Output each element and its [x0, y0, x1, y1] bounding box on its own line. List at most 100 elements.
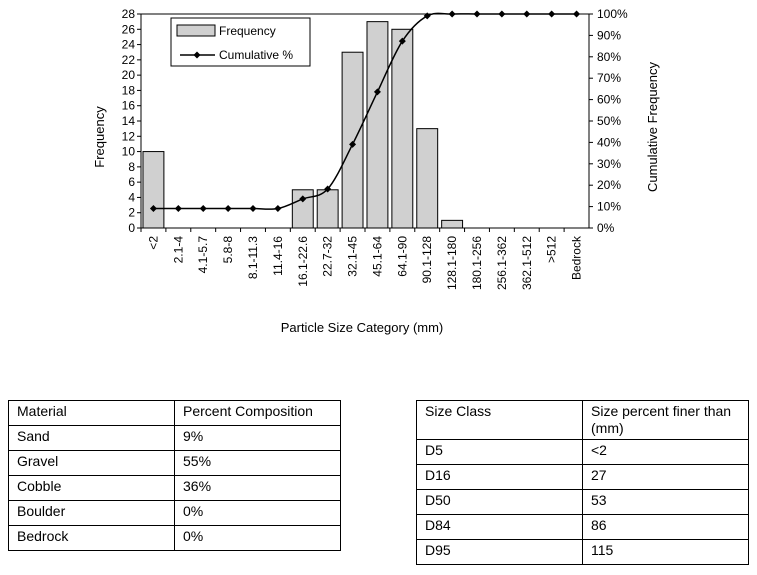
y2-axis-label: Cumulative Frequency [645, 61, 660, 192]
x-tick-label: >512 [545, 236, 559, 263]
table-row: Boulder 0% [8, 500, 341, 526]
table-row: D84 86 [416, 514, 749, 540]
x-tick-label: 11.4-16 [271, 236, 285, 276]
table-row: D50 53 [416, 489, 749, 515]
y2-tick-label: 80% [597, 50, 621, 64]
table-cell: D84 [416, 514, 583, 540]
x-tick-label: 90.1-128 [420, 236, 434, 284]
legend-swatch [176, 24, 216, 37]
table-cell: 115 [582, 539, 749, 565]
y-tick-label: 18 [122, 83, 136, 97]
line-marker [249, 205, 257, 213]
y-tick-label: 28 [122, 7, 136, 21]
table-cell: 36% [174, 475, 341, 501]
table-row: Cobble 36% [8, 475, 341, 501]
x-tick-label: Bedrock [570, 235, 584, 280]
table-cell: 0% [174, 500, 341, 526]
y-tick-label: 16 [122, 99, 136, 113]
line-marker [349, 140, 357, 148]
table-row: D5 <2 [416, 439, 749, 465]
table-row: D95 115 [416, 539, 749, 565]
size-class-table: Size Class Size percent finer than (mm) D5… [416, 400, 749, 565]
x-tick-label: 32.1-45 [346, 236, 360, 277]
table-cell: 55% [174, 450, 341, 476]
x-tick-label: 128.1-180 [445, 236, 459, 290]
table-cell: 27 [582, 464, 749, 490]
y2-tick-label: 30% [597, 157, 621, 171]
x-tick-label: 8.1-11.3 [246, 236, 260, 279]
y-tick-label: 20 [122, 68, 136, 82]
x-tick-label: 2.1-4 [171, 236, 185, 264]
table-row: Bedrock 0% [8, 525, 341, 551]
y-tick-label: 2 [128, 206, 135, 220]
chart: 02468101214161820222426280%10%20%30%40%5… [92, 7, 660, 335]
table-cell: Cobble [8, 475, 175, 501]
y-tick-label: 8 [128, 160, 135, 174]
table-row: D16 27 [416, 464, 749, 490]
table-cell: 9% [174, 425, 341, 451]
line-marker [299, 195, 307, 203]
x-tick-label: 16.1-22.6 [296, 236, 310, 287]
y-tick-label: 6 [128, 175, 135, 189]
line-marker [573, 10, 581, 18]
table-cell: 0% [174, 525, 341, 551]
table-cell: 86 [582, 514, 749, 540]
y2-tick-label: 90% [597, 28, 621, 42]
y2-tick-label: 0% [597, 221, 615, 235]
x-tick-label: 362.1-512 [520, 236, 534, 290]
line-marker [398, 37, 406, 45]
table-row: Sand 9% [8, 425, 341, 451]
table-row: Gravel 55% [8, 450, 341, 476]
y2-tick-label: 10% [597, 200, 621, 214]
line-marker [224, 205, 232, 213]
y-axis-label: Frequency [92, 106, 107, 168]
table-cell: Material [8, 400, 175, 426]
bar [142, 151, 165, 229]
table-cell: D16 [416, 464, 583, 490]
table-cell: <2 [582, 439, 749, 465]
x-tick-label: <2 [146, 236, 160, 250]
header-row: Size Class Size percent finer than (mm) [416, 400, 749, 440]
bar [341, 51, 364, 229]
table-cell: Percent Composition [174, 400, 341, 426]
bar [316, 189, 339, 229]
table-cell: Sand [8, 425, 175, 451]
table-cell: Boulder [8, 500, 175, 526]
y2-tick-label: 20% [597, 178, 621, 192]
line-marker [199, 205, 207, 213]
line-marker [473, 10, 481, 18]
y-tick-label: 24 [122, 38, 136, 52]
table-cell: 53 [582, 489, 749, 515]
line-marker [174, 205, 182, 213]
legend-label: Cumulative % [219, 48, 293, 62]
line-marker [274, 205, 282, 213]
table-cell: Size Class [416, 400, 583, 440]
header-row: Material Percent Composition [8, 400, 341, 426]
y2-tick-label: 70% [597, 71, 621, 85]
x-tick-label: 5.8-8 [221, 236, 235, 264]
bar [291, 189, 314, 229]
line-marker [324, 185, 332, 193]
y2-tick-label: 100% [597, 7, 628, 21]
y2-tick-label: 50% [597, 114, 621, 128]
y-tick-label: 0 [128, 221, 135, 235]
y-tick-label: 10 [122, 145, 136, 159]
line-marker [423, 12, 431, 20]
x-tick-label: 45.1-64 [370, 236, 384, 277]
table-cell: D5 [416, 439, 583, 465]
table-cell: Size percent finer than (mm) [582, 400, 749, 440]
x-tick-label: 4.1-5.7 [196, 236, 210, 274]
x-tick-label: 22.7-32 [321, 236, 335, 277]
legend-label: Frequency [219, 24, 276, 38]
y-tick-label: 14 [122, 114, 136, 128]
x-tick-label: 180.1-256 [470, 236, 484, 290]
line-marker [448, 10, 456, 18]
bar [441, 219, 464, 229]
line-marker [373, 88, 381, 96]
x-tick-label: 256.1-362 [495, 236, 509, 290]
line-marker [548, 10, 556, 18]
y2-tick-label: 60% [597, 93, 621, 107]
y-tick-label: 22 [122, 53, 136, 67]
table-cell: Bedrock [8, 525, 175, 551]
